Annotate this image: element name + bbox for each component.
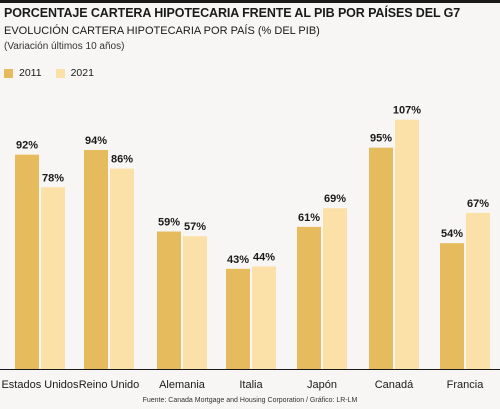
category-label-3: Italia xyxy=(239,379,263,391)
bar-2021-3 xyxy=(252,266,276,369)
legend-label-2021: 2021 xyxy=(70,67,94,79)
legend-swatch-2011 xyxy=(4,68,13,78)
legend-item-2011: 2011 xyxy=(4,67,42,79)
bar-2021-0 xyxy=(41,187,65,369)
category-label-0: Estados Unidos xyxy=(1,379,79,391)
top-rule xyxy=(0,0,500,3)
bar-2011-0 xyxy=(15,154,39,369)
bar-2011-2 xyxy=(157,231,181,369)
value-label-2021-4: 69% xyxy=(324,193,346,205)
value-label-2011-5: 95% xyxy=(370,133,392,145)
legend: 2011 2021 xyxy=(4,67,108,79)
bar-2011-4 xyxy=(297,226,321,369)
value-label-2021-1: 86% xyxy=(111,154,133,166)
value-label-2011-4: 61% xyxy=(298,212,320,224)
legend-item-2021: 2021 xyxy=(55,67,94,79)
chart-subtitle: EVOLUCIÓN CARTERA HIPOTECARIA POR PAÍS (… xyxy=(4,25,320,37)
value-label-2021-6: 67% xyxy=(467,198,489,210)
bar-2021-5 xyxy=(395,119,419,369)
legend-swatch-2021 xyxy=(55,68,65,78)
value-label-2011-3: 43% xyxy=(227,254,249,266)
value-label-2021-0: 78% xyxy=(42,172,64,184)
category-label-1: Reino Unido xyxy=(79,379,140,391)
category-label-4: Japón xyxy=(307,379,337,391)
value-label-2021-2: 57% xyxy=(184,221,206,233)
category-label-6: Francia xyxy=(447,379,485,391)
value-label-2011-6: 54% xyxy=(441,228,463,240)
source-note: Fuente: Canada Mortgage and Housing Corp… xyxy=(142,397,358,404)
bar-2021-2 xyxy=(183,236,207,369)
value-label-2011-2: 59% xyxy=(158,217,180,229)
value-label-2011-1: 94% xyxy=(85,135,107,147)
chart-title: PORCENTAJE CARTERA HIPOTECARIA FRENTE AL… xyxy=(4,6,461,20)
chart-note: (Variación últimos 10 años) xyxy=(4,41,125,52)
value-label-2021-3: 44% xyxy=(253,251,275,263)
bar-2011-1 xyxy=(84,149,108,369)
bar-2011-6 xyxy=(440,243,464,369)
bar-2021-1 xyxy=(110,168,134,369)
legend-label-2011: 2011 xyxy=(19,67,42,79)
value-label-2011-0: 92% xyxy=(16,140,38,152)
bar-2021-4 xyxy=(323,208,347,369)
bar-2011-3 xyxy=(226,268,250,369)
category-label-2: Alemania xyxy=(159,379,206,391)
value-label-2021-5: 107% xyxy=(393,105,421,117)
bar-2021-6 xyxy=(466,212,490,369)
bar-2011-5 xyxy=(369,147,393,369)
category-label-5: Canadá xyxy=(375,379,414,391)
